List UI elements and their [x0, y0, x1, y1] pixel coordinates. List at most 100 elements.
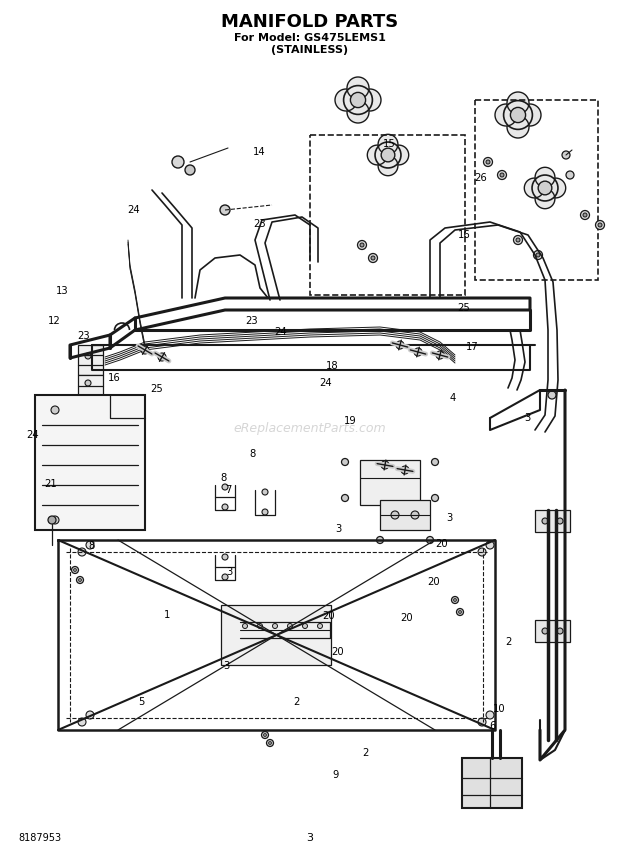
Circle shape [51, 406, 59, 414]
Circle shape [222, 574, 228, 580]
Circle shape [459, 610, 461, 614]
Circle shape [436, 351, 444, 359]
Text: 21: 21 [45, 479, 57, 489]
Bar [78, 375, 103, 397]
Circle shape [478, 718, 486, 726]
Text: 2: 2 [505, 637, 511, 647]
Circle shape [507, 92, 529, 114]
Circle shape [360, 243, 364, 247]
Circle shape [486, 711, 494, 719]
Text: 19: 19 [344, 416, 356, 426]
Circle shape [513, 235, 523, 245]
Text: 25: 25 [458, 303, 470, 313]
Circle shape [350, 92, 366, 108]
Bar [360, 460, 420, 505]
Circle shape [580, 211, 590, 219]
Circle shape [368, 253, 378, 263]
Text: 17: 17 [466, 342, 479, 352]
Circle shape [141, 346, 149, 354]
Circle shape [427, 537, 433, 544]
Text: 1: 1 [164, 609, 171, 620]
Text: 6: 6 [490, 721, 496, 731]
Circle shape [391, 511, 399, 519]
Circle shape [536, 253, 540, 257]
Circle shape [78, 548, 86, 556]
Text: 2: 2 [363, 748, 369, 758]
Circle shape [401, 466, 409, 474]
Circle shape [371, 256, 375, 260]
Circle shape [222, 554, 228, 560]
Circle shape [273, 623, 278, 628]
Text: 15: 15 [383, 139, 396, 149]
Text: 24: 24 [26, 430, 38, 440]
Circle shape [396, 341, 404, 349]
Circle shape [510, 107, 526, 122]
Text: 3: 3 [524, 413, 530, 423]
Text: eReplacementParts.com: eReplacementParts.com [234, 421, 386, 435]
Circle shape [242, 623, 247, 628]
Circle shape [389, 146, 409, 165]
Circle shape [411, 511, 419, 519]
Text: 4: 4 [450, 393, 456, 403]
Circle shape [85, 380, 91, 386]
Circle shape [478, 548, 486, 556]
Circle shape [76, 576, 84, 584]
Circle shape [414, 348, 422, 356]
Text: 13: 13 [56, 286, 68, 296]
Text: (STAINLESS): (STAINLESS) [272, 45, 348, 55]
Text: 23: 23 [253, 219, 265, 229]
Circle shape [500, 173, 504, 177]
Circle shape [220, 205, 230, 215]
Text: 8: 8 [250, 449, 256, 459]
Text: 16: 16 [458, 230, 470, 241]
Text: MANIFOLD PARTS: MANIFOLD PARTS [221, 13, 399, 31]
Circle shape [557, 518, 563, 524]
Text: 24: 24 [127, 205, 140, 215]
Text: 24: 24 [319, 378, 332, 389]
Circle shape [158, 353, 166, 361]
Circle shape [583, 213, 587, 217]
Circle shape [335, 89, 357, 111]
Text: 23: 23 [245, 316, 257, 326]
Text: 3: 3 [306, 833, 314, 843]
Circle shape [359, 89, 381, 111]
Circle shape [525, 178, 544, 198]
Circle shape [562, 151, 570, 159]
Circle shape [542, 628, 548, 634]
Circle shape [516, 238, 520, 242]
Text: 3: 3 [335, 524, 341, 534]
Circle shape [453, 598, 456, 602]
Circle shape [456, 609, 464, 615]
Circle shape [85, 353, 91, 359]
Text: 7: 7 [225, 484, 231, 495]
Text: 20: 20 [428, 577, 440, 587]
Circle shape [303, 623, 308, 628]
Circle shape [51, 516, 59, 524]
Circle shape [557, 628, 563, 634]
Circle shape [71, 567, 79, 574]
Text: 23: 23 [78, 330, 90, 341]
Circle shape [486, 160, 490, 164]
Text: 25: 25 [150, 384, 162, 395]
Circle shape [267, 740, 273, 746]
Circle shape [317, 623, 322, 628]
Text: For Model: GS475LEMS1: For Model: GS475LEMS1 [234, 33, 386, 43]
Circle shape [598, 223, 602, 227]
Circle shape [378, 156, 398, 175]
Circle shape [79, 579, 81, 581]
Circle shape [222, 504, 228, 510]
Circle shape [378, 134, 398, 154]
Circle shape [342, 459, 348, 466]
Text: 3: 3 [446, 513, 453, 523]
Circle shape [495, 104, 517, 126]
Bar [380, 500, 430, 530]
Circle shape [288, 623, 293, 628]
Text: 20: 20 [435, 538, 448, 549]
Circle shape [484, 158, 492, 167]
Circle shape [566, 171, 574, 179]
Circle shape [172, 156, 184, 168]
Text: 5: 5 [138, 697, 144, 707]
Circle shape [257, 623, 262, 628]
Text: 8187953: 8187953 [18, 833, 61, 843]
Circle shape [86, 711, 94, 719]
